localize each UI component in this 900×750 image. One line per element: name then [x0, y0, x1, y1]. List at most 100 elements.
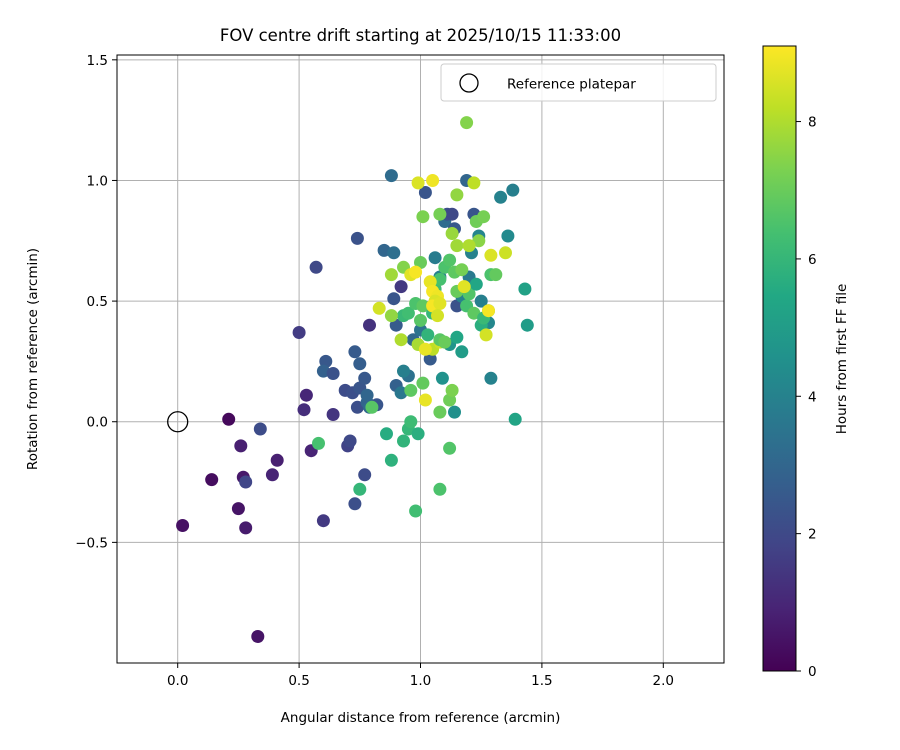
data-point — [467, 306, 481, 320]
data-point — [353, 357, 367, 371]
data-point — [312, 436, 325, 450]
data-point — [316, 364, 330, 378]
data-point — [423, 352, 437, 366]
x-axis-ticks: 0.0 0.5 1.0 1.5 2.0 — [167, 663, 674, 689]
data-point — [433, 405, 447, 419]
data-point — [479, 328, 493, 342]
data-point — [404, 383, 418, 397]
data-point — [360, 388, 374, 402]
x-tick-label: 0.5 — [288, 673, 309, 689]
data-point — [326, 408, 340, 421]
data-point — [472, 234, 486, 248]
data-point — [474, 294, 488, 308]
y-axis-label: Rotation from reference (arcmin) — [25, 248, 41, 470]
data-point — [384, 268, 398, 282]
data-point — [363, 318, 376, 332]
data-point — [448, 405, 461, 419]
data-point — [251, 630, 265, 643]
data-point — [384, 169, 398, 183]
data-point — [253, 422, 267, 436]
data-point — [450, 299, 464, 313]
data-point — [389, 318, 403, 332]
colorbar: 0 2 4 6 8 Hours from first FF file — [762, 45, 850, 680]
x-tick-label: 1.5 — [531, 673, 552, 689]
colorbar-gradient — [763, 46, 796, 671]
data-point — [477, 210, 491, 224]
data-point — [372, 301, 386, 315]
data-point — [239, 521, 253, 535]
data-point — [484, 248, 498, 262]
data-point — [433, 482, 447, 496]
data-point — [506, 183, 520, 197]
data-point — [421, 328, 435, 342]
data-point — [176, 519, 190, 532]
y-tick-label: −0.5 — [75, 535, 108, 551]
data-point — [414, 313, 427, 327]
data-point — [397, 364, 410, 378]
data-point — [443, 253, 457, 267]
data-point — [394, 280, 408, 294]
colorbar-tick-label: 6 — [808, 252, 817, 268]
data-point — [426, 174, 440, 187]
chart-title: FOV centre drift starting at 2025/10/15 … — [220, 26, 621, 45]
data-point — [428, 251, 442, 265]
data-point — [418, 393, 432, 407]
data-point — [467, 176, 481, 190]
data-point — [365, 400, 379, 414]
legend: Reference platepar — [440, 63, 717, 102]
data-point — [462, 239, 476, 253]
data-point — [358, 468, 372, 482]
reference-point — [167, 411, 189, 433]
data-point — [222, 412, 236, 426]
data-point — [450, 239, 464, 253]
data-point — [520, 318, 534, 332]
data-point — [445, 383, 459, 397]
legend-box — [440, 63, 717, 102]
data-point — [404, 415, 418, 429]
data-point — [494, 190, 508, 204]
data-point — [484, 371, 498, 385]
data-point — [380, 427, 393, 441]
data-point — [418, 186, 432, 199]
data-point — [377, 243, 391, 257]
data-point — [348, 497, 362, 511]
data-point — [387, 246, 401, 260]
x-tick-label: 2.0 — [653, 673, 674, 689]
y-tick-label: 1.5 — [87, 53, 108, 69]
reference-marker — [167, 411, 189, 433]
data-point — [411, 176, 425, 190]
data-point — [416, 376, 430, 390]
data-point — [508, 412, 522, 426]
colorbar-frame — [762, 45, 797, 672]
data-point — [409, 504, 423, 518]
colorbar-tick-label: 2 — [808, 527, 817, 543]
data-point — [350, 231, 364, 245]
data-point — [518, 282, 532, 296]
data-point — [292, 326, 306, 339]
x-tick-label: 1.0 — [410, 673, 431, 689]
data-point — [309, 260, 323, 274]
data-point — [401, 306, 415, 320]
data-point — [455, 263, 469, 277]
data-point — [316, 514, 330, 528]
data-point — [387, 292, 401, 306]
data-point — [319, 354, 333, 368]
y-tick-label: 0.0 — [87, 415, 108, 431]
data-point — [239, 475, 253, 489]
data-point — [384, 309, 398, 323]
colorbar-tick-label: 8 — [808, 115, 817, 131]
data-point — [443, 441, 457, 455]
grid — [117, 55, 724, 663]
y-axis-ticks: −0.5 0.0 0.5 1.0 1.5 — [75, 53, 117, 551]
data-point — [416, 299, 430, 313]
y-tick-label: 0.5 — [87, 294, 108, 310]
data-point — [445, 207, 459, 221]
data-point — [343, 434, 357, 448]
data-point — [445, 227, 459, 240]
data-point — [231, 502, 245, 516]
data-point — [270, 453, 284, 467]
data-point — [501, 229, 515, 243]
data-point — [450, 188, 464, 202]
data-point — [411, 427, 425, 441]
